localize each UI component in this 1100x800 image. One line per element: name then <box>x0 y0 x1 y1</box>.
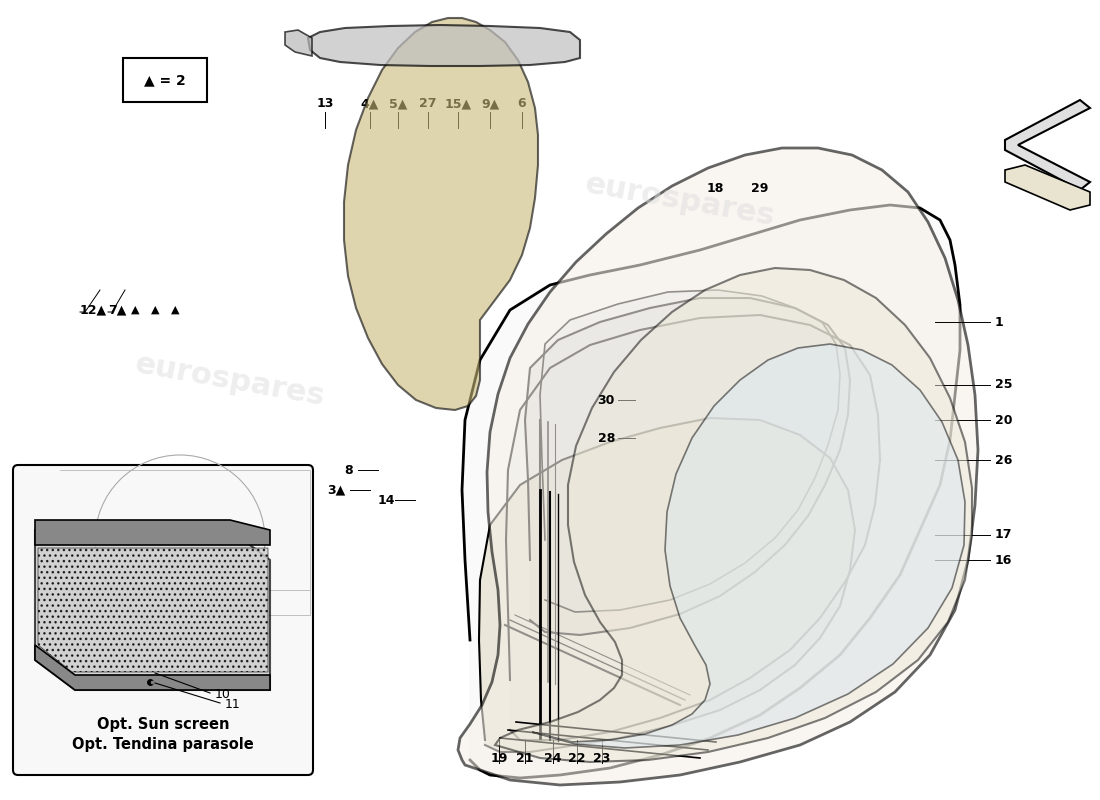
Polygon shape <box>495 268 972 762</box>
Text: 22: 22 <box>569 752 585 765</box>
Text: 27: 27 <box>419 97 437 110</box>
Text: ▲: ▲ <box>170 305 179 315</box>
Polygon shape <box>39 548 268 672</box>
Text: eurospares: eurospares <box>133 349 328 411</box>
Text: 30: 30 <box>597 394 615 406</box>
Polygon shape <box>35 520 270 545</box>
Text: 5▲: 5▲ <box>388 97 407 110</box>
Text: ▲: ▲ <box>151 305 160 315</box>
Polygon shape <box>478 418 855 752</box>
Polygon shape <box>540 290 840 612</box>
Polygon shape <box>458 148 978 785</box>
Text: 6: 6 <box>518 97 526 110</box>
Text: 23: 23 <box>593 752 611 765</box>
Polygon shape <box>525 298 850 635</box>
Polygon shape <box>1005 165 1090 210</box>
Text: eurospares: eurospares <box>583 169 778 231</box>
Text: ▲ = 2: ▲ = 2 <box>144 73 186 87</box>
FancyBboxPatch shape <box>13 465 313 775</box>
Text: 4▲: 4▲ <box>361 97 379 110</box>
Text: 11: 11 <box>226 698 241 711</box>
Text: ▲: ▲ <box>131 305 140 315</box>
Polygon shape <box>285 30 312 56</box>
Text: 14: 14 <box>377 494 395 506</box>
Text: 7▲: 7▲ <box>108 303 126 317</box>
Text: 17: 17 <box>996 529 1012 542</box>
Text: Opt. Sun screen: Opt. Sun screen <box>97 718 229 733</box>
Text: 21: 21 <box>516 752 534 765</box>
Text: 24: 24 <box>544 752 562 765</box>
Text: 19: 19 <box>491 752 508 765</box>
Text: 3▲: 3▲ <box>327 483 345 497</box>
Polygon shape <box>1005 100 1090 190</box>
Text: 15▲: 15▲ <box>444 97 472 110</box>
Text: 25: 25 <box>996 378 1012 391</box>
Text: 29: 29 <box>751 182 769 195</box>
Text: 26: 26 <box>996 454 1012 466</box>
Polygon shape <box>35 645 270 690</box>
FancyBboxPatch shape <box>123 58 207 102</box>
Polygon shape <box>35 530 270 690</box>
Text: 1: 1 <box>996 315 1003 329</box>
Polygon shape <box>462 205 960 778</box>
Text: Opt. Tendina parasole: Opt. Tendina parasole <box>73 738 254 753</box>
Polygon shape <box>532 344 965 748</box>
Polygon shape <box>308 25 580 66</box>
Text: 16: 16 <box>996 554 1012 566</box>
Text: 28: 28 <box>597 431 615 445</box>
Text: 10: 10 <box>214 689 231 702</box>
Text: 8: 8 <box>344 463 353 477</box>
Text: 12▲: 12▲ <box>80 303 107 317</box>
Text: 18: 18 <box>706 182 724 195</box>
Polygon shape <box>344 18 538 410</box>
Text: 13: 13 <box>317 97 333 110</box>
Text: 20: 20 <box>996 414 1012 426</box>
Polygon shape <box>506 315 880 740</box>
Text: 9▲: 9▲ <box>481 97 499 110</box>
